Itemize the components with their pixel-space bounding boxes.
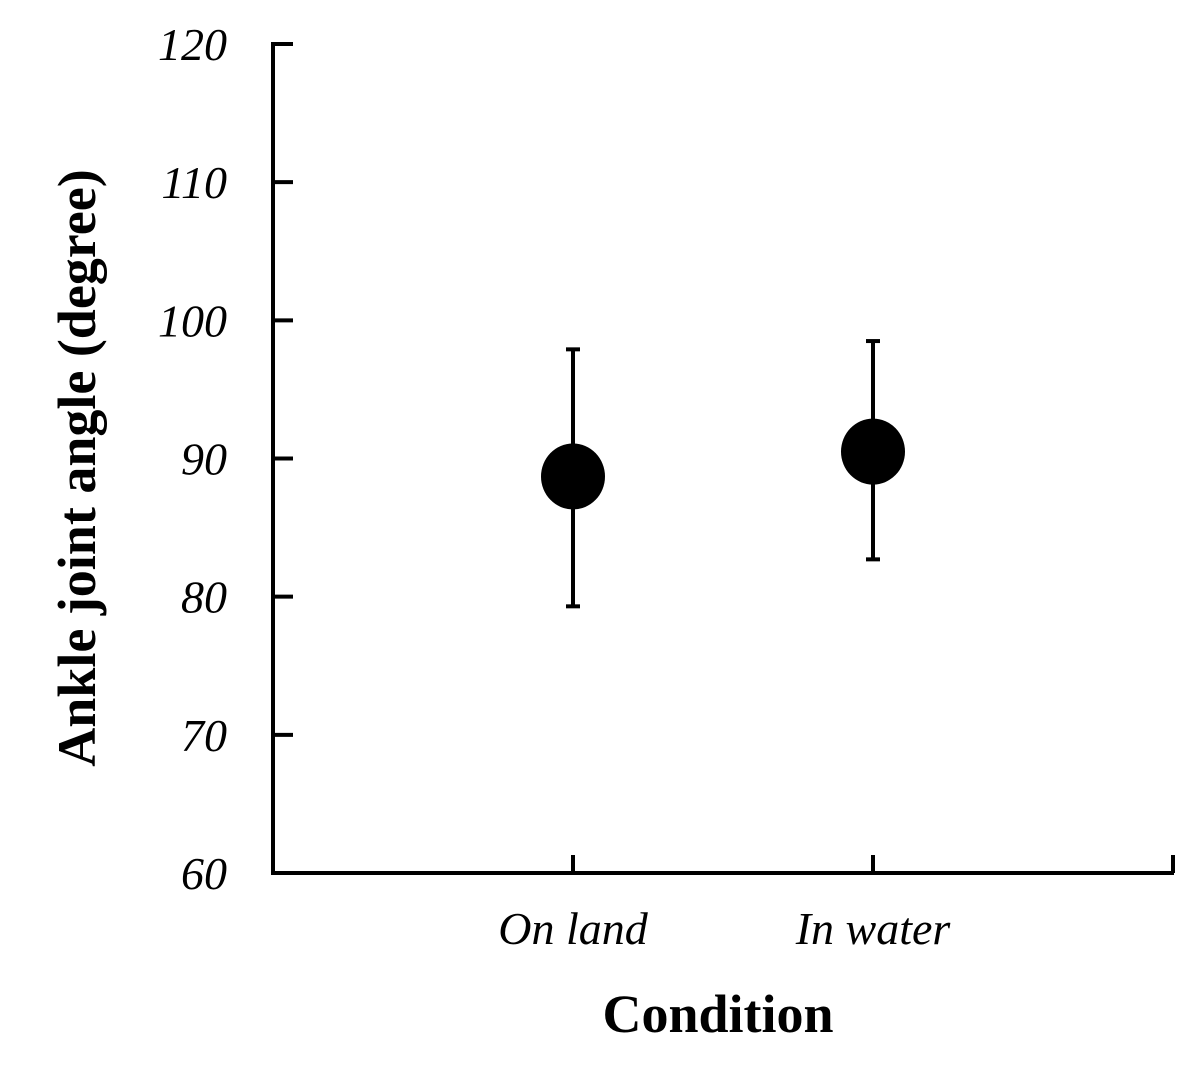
data-markers <box>541 418 905 510</box>
error-bars <box>566 339 880 609</box>
y-tick-label: 100 <box>158 295 227 346</box>
x-axis-ticks: On land In water <box>498 855 1175 954</box>
y-axis-title: Ankle joint angle (degree) <box>47 169 107 766</box>
y-tick-label: 120 <box>158 19 227 70</box>
data-point <box>841 418 905 485</box>
y-tick-label: 60 <box>181 848 227 899</box>
y-tick-label: 70 <box>181 710 227 761</box>
y-axis-ticks: 120 110 100 90 80 70 60 <box>158 19 293 899</box>
x-tick-label: In water <box>795 903 952 954</box>
y-tick-label: 80 <box>181 572 227 623</box>
y-tick-label: 110 <box>161 157 227 208</box>
y-tick-label: 90 <box>181 434 227 485</box>
x-axis-title: Condition <box>602 984 833 1044</box>
x-tick-label: On land <box>498 903 649 954</box>
data-point <box>541 443 605 510</box>
